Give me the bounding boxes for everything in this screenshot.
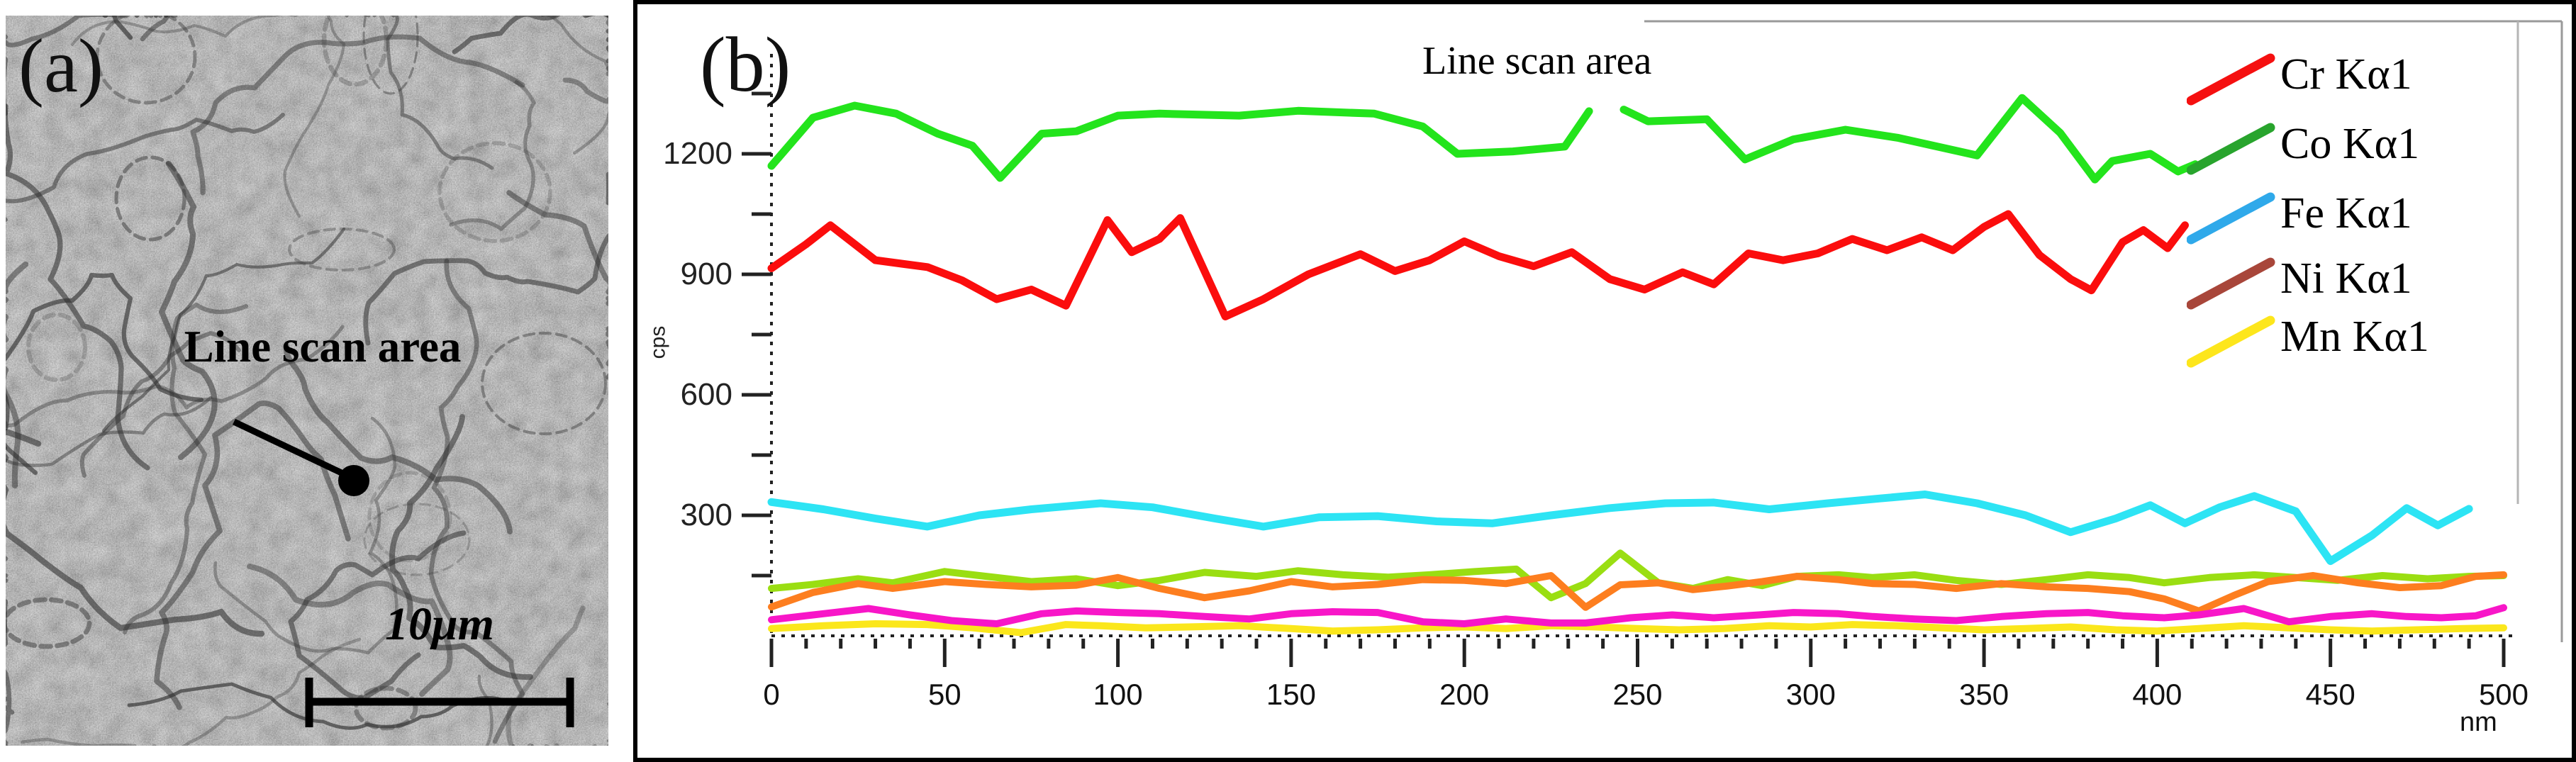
scale-bar [305,678,574,727]
legend-swatch-icon [2187,192,2275,245]
legend-row-mn: Mn Kα1 [2187,313,2570,368]
x-tick-label-400: 400 [2132,678,2182,711]
legend-row-fe: Fe Kα1 [2187,189,2570,245]
legend-swatch-icon [2187,123,2275,175]
series-line-cr-k-1 [767,210,2189,320]
pointer-line [233,418,350,480]
chart-title: Line scan area [1422,39,1652,83]
scale-bar-label: 10μm [384,598,495,650]
series-line-mn-k-1 [768,620,2507,637]
x-tick-label-100: 100 [1093,678,1143,711]
pointer-dot [338,465,369,496]
legend-label: Fe Kα1 [2280,189,2412,237]
legend-label: Mn Kα1 [2280,313,2429,361]
series-line-ni-k-1 [768,571,2507,615]
legend-label: Co Kα1 [2280,120,2420,168]
series-line-co-k-1 [1619,94,2199,184]
panel-a-overlay [233,418,574,727]
series-line-co-k-1 [767,101,1593,182]
x-tick-label-250: 250 [1612,678,1663,711]
y-tick-label-600: 600 [680,376,732,412]
x-axis-label: nm [2460,707,2497,737]
line-chart [742,20,2563,667]
x-tick-label-0: 0 [763,678,780,711]
legend-row-cr: Cr Kα1 [2187,50,2570,106]
y-tick-label-900: 900 [680,256,732,291]
x-tick-label-450: 450 [2305,678,2355,711]
legend-label: Cr Kα1 [2280,50,2412,99]
legend-swatch-icon [2187,315,2275,368]
panel-b-label: (b) [700,21,791,108]
x-tick-label-150: 150 [1266,678,1316,711]
legend-swatch-icon [2187,53,2275,106]
y-tick-label-1200: 1200 [663,135,732,171]
panel-a-label: (a) [18,24,104,108]
sem-noise-texture [6,16,608,746]
x-tick-label-200: 200 [1439,678,1490,711]
line-scan-area-annotation: Line scan area [184,322,462,371]
x-tick-label-350: 350 [1959,678,2009,711]
series-line-fe-k-1 [767,491,2473,566]
sem-image [6,16,608,746]
x-tick-label-50: 50 [927,678,961,711]
series-line-unlabeled-magenta- [768,604,2507,627]
x-tick-label-300: 300 [1785,678,1836,711]
legend-row-co: Co Kα1 [2187,120,2570,175]
x-tick-label-500: 500 [2478,678,2529,711]
legend-row-ni: Ni Kα1 [2187,254,2570,310]
legend-swatch-icon [2187,257,2275,310]
panel-a-micrograph: (a) Line scan area 10μm [0,0,633,762]
y-axis-label: cps [646,325,670,359]
panel-b-chart: (b) Line scan area cps nm 300 600 900 1200 0… [633,0,2576,762]
y-tick-label-300: 300 [680,497,732,532]
legend-label: Ni Kα1 [2280,254,2412,303]
